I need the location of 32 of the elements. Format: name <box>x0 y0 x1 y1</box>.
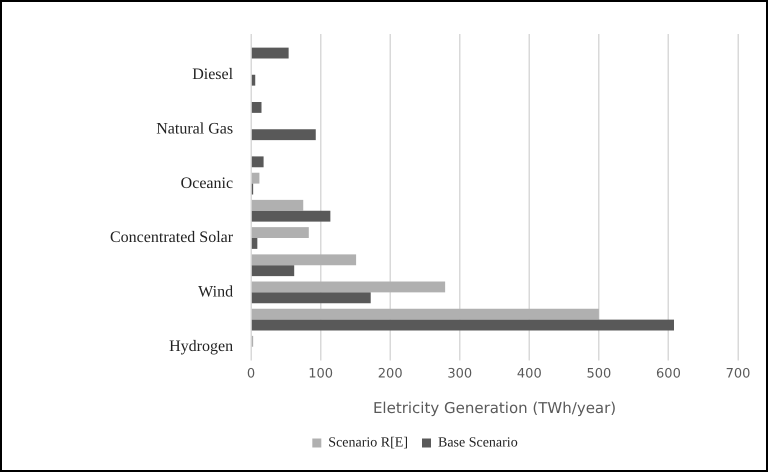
bar <box>252 320 674 330</box>
legend-label: Base Scenario <box>438 436 518 451</box>
x-tick-label: 200 <box>378 366 403 382</box>
x-tick-label: 100 <box>308 366 334 382</box>
bar <box>252 172 260 184</box>
bar <box>252 48 289 58</box>
legend-label: Scenario R[E] <box>328 436 408 451</box>
x-tick-label: 400 <box>516 366 542 382</box>
bar <box>252 265 294 276</box>
bar <box>252 308 599 320</box>
bar <box>252 129 316 140</box>
bar <box>252 227 309 238</box>
y-tick-label: Wind <box>198 284 234 301</box>
y-tick-label: Hydrogen <box>169 338 234 356</box>
y-tick-label: Natural Gas <box>156 120 234 138</box>
x-axis-title: Eletricity Generation (TWh/year) <box>372 398 616 417</box>
bar <box>252 200 304 211</box>
y-tick-label: Concentrated Solar <box>110 229 234 246</box>
x-tick-label: 600 <box>656 366 681 382</box>
bar <box>252 282 446 292</box>
x-tick-label: 300 <box>447 366 472 382</box>
bar <box>252 238 258 249</box>
x-tick-label: 700 <box>726 366 750 382</box>
bar <box>252 102 262 113</box>
bar <box>252 210 330 222</box>
bar <box>252 254 356 266</box>
bar <box>252 156 264 168</box>
y-tick-label: Oceanic <box>180 174 234 192</box>
x-tick-label: 500 <box>586 366 612 382</box>
bar <box>252 292 371 304</box>
x-tick-label: 0 <box>246 366 256 382</box>
y-tick-label: Diesel <box>192 66 234 84</box>
